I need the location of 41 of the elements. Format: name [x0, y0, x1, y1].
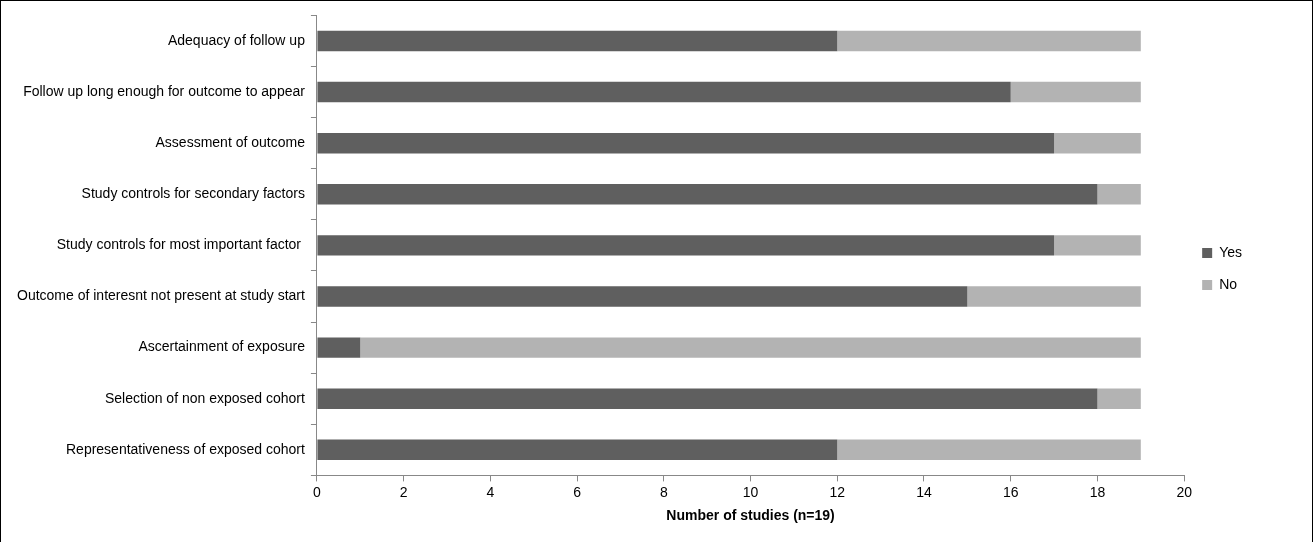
bar: [360, 337, 1141, 358]
y-tick-label: Study controls for most important factor: [56, 236, 305, 253]
bar: [967, 286, 1141, 307]
x-tick-label: 0: [313, 483, 322, 500]
x-tick-label: 12: [829, 483, 846, 500]
y-tick-label: Assessment of outcome: [155, 134, 306, 151]
bar: [1054, 235, 1141, 256]
x-tick-label: 20: [1176, 483, 1193, 500]
y-tick-label: Outcome of interesnt not present at study start: [16, 287, 306, 304]
bar: [317, 337, 361, 358]
x-tick-label: 4: [486, 483, 495, 500]
bar: [1097, 388, 1141, 409]
y-tick-label: Follow up long enough for outcome to appear: [23, 82, 306, 99]
bar: [1054, 132, 1141, 154]
x-axis-title: Number of studies (n=19): [666, 507, 835, 524]
y-tick-label: Ascertainment of exposure: [138, 338, 306, 355]
bar: [1097, 184, 1141, 205]
bar: [317, 439, 838, 461]
x-tick-label: 16: [1002, 483, 1019, 500]
legend-label: No: [1219, 275, 1238, 292]
x-tick-label: 6: [573, 483, 582, 500]
bar: [317, 388, 1098, 409]
legend-label: Yes: [1219, 243, 1242, 260]
y-tick-label: Selection of non exposed cohort: [104, 389, 306, 406]
y-tick-label: Representativeness of exposed cohort: [65, 440, 306, 457]
x-tick-label: 10: [742, 483, 759, 500]
bar: [837, 439, 1141, 461]
y-tick-label: Study controls for secondary factors: [81, 185, 305, 202]
bar: [317, 235, 1055, 256]
bar: [317, 184, 1098, 205]
x-tick-label: 8: [659, 483, 668, 500]
x-tick-label: 2: [399, 483, 408, 500]
bar: [317, 286, 968, 307]
bar: [837, 30, 1141, 52]
y-tick-label: Adequacy of follow up: [167, 31, 306, 48]
bar: [317, 132, 1055, 154]
x-tick-label: 18: [1089, 483, 1106, 500]
bar: [1010, 81, 1141, 103]
bar: [317, 30, 838, 52]
x-tick-label: 14: [916, 483, 932, 500]
bar: [317, 81, 1011, 103]
